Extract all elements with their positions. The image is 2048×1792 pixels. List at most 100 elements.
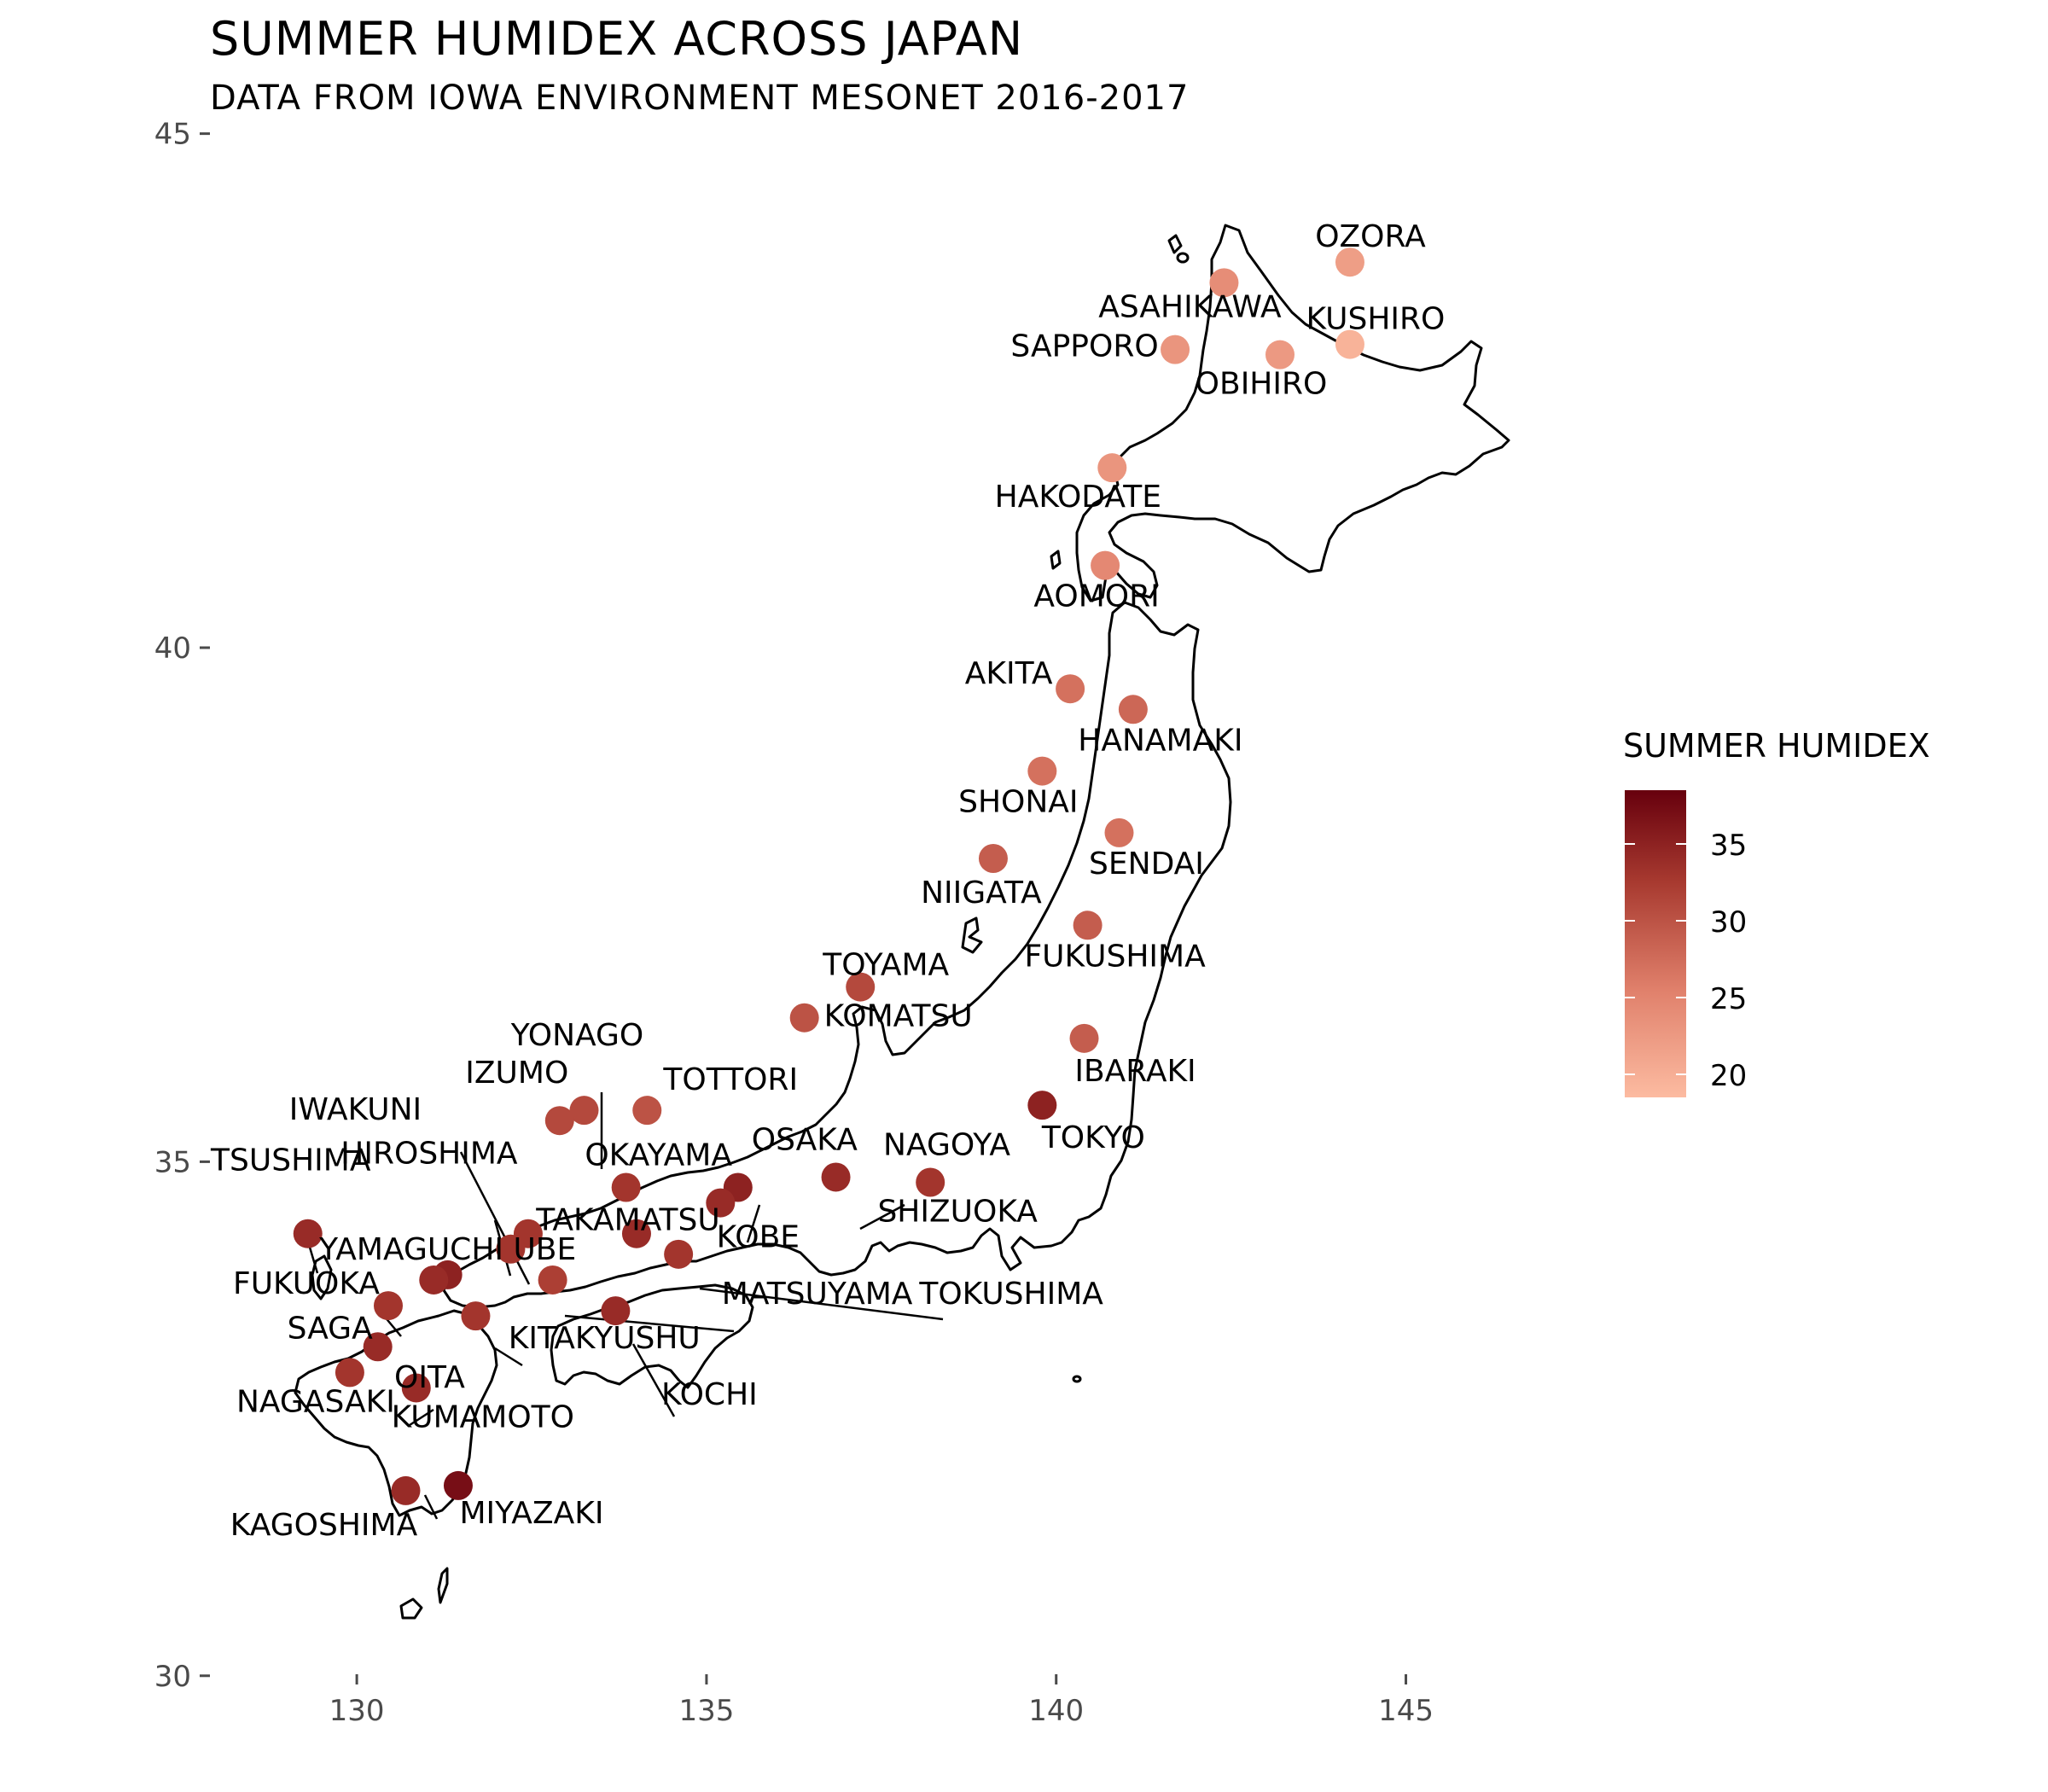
yakushima-island <box>399 1597 423 1620</box>
point-iwakuni <box>496 1234 526 1264</box>
label-fukushima: FUKUSHIMA <box>1024 939 1206 974</box>
chart-subtitle: DATA FROM IOWA ENVIRONMENT MESONET 2016-… <box>210 79 1190 118</box>
izu-island <box>1072 1375 1082 1383</box>
legend-colorbar <box>1625 790 1686 1097</box>
label-yonago: YONAGO <box>510 1018 644 1053</box>
city-labels: OZORA ASAHIKAWA KUSHIRO SAPPORO OBIHIRO HAKOD… <box>210 219 1445 1543</box>
point-ozora <box>1335 247 1364 277</box>
point-akita <box>1056 674 1085 704</box>
point-shonai <box>1027 756 1057 786</box>
point-okayama <box>611 1172 641 1202</box>
x-tick-label: 140 <box>1028 1694 1084 1728</box>
point-izumo <box>544 1106 574 1136</box>
label-aomori: AOMORI <box>1033 579 1159 614</box>
label-toyama: TOYAMA <box>822 948 949 983</box>
leader-kumamoto <box>409 1408 434 1427</box>
label-ozora: OZORA <box>1315 219 1426 254</box>
point-sapporo <box>1161 335 1190 364</box>
hokkaido-outline <box>1075 224 1510 602</box>
point-fukuoka <box>374 1291 403 1321</box>
label-hanamaki: HANAMAKI <box>1078 723 1242 758</box>
label-tottori: TOTTORI <box>662 1062 798 1097</box>
label-nagasaki: NAGASAKI <box>236 1384 395 1419</box>
rishiri-island <box>1167 234 1183 254</box>
label-niigata: NIIGATA <box>921 876 1042 911</box>
point-fukushima <box>1073 911 1103 940</box>
point-nagoya <box>821 1162 851 1192</box>
x-axis: 130 135 140 145 <box>329 1674 1434 1728</box>
point-yonago <box>569 1096 599 1126</box>
y-tick-label: 40 <box>154 631 191 666</box>
point-toyama <box>846 972 876 1002</box>
label-tsushima: TSUSHIMA <box>210 1143 371 1178</box>
label-kumamoto: KUMAMOTO <box>392 1399 574 1434</box>
label-tokyo: TOKYO <box>1041 1120 1145 1155</box>
label-tokushima: TOKUSHIMA <box>918 1277 1103 1312</box>
label-matsuyama: MATSUYAMA <box>722 1277 913 1312</box>
point-tottori <box>632 1096 662 1126</box>
point-tsushima <box>293 1219 323 1248</box>
leader-kochi <box>631 1343 676 1417</box>
tanegashima-island <box>437 1567 449 1604</box>
label-akita: AKITA <box>965 656 1053 691</box>
label-nagoya: NAGOYA <box>883 1127 1010 1162</box>
label-okayama: OKAYAMA <box>585 1138 732 1173</box>
legend: 35 30 25 20 <box>1625 790 1747 1097</box>
label-kochi: KOCHI <box>661 1377 758 1412</box>
kyushu-outline <box>294 1309 498 1517</box>
label-saga: SAGA <box>288 1311 373 1346</box>
leader-osaka <box>746 1204 761 1243</box>
label-fukuoka: FUKUOKA <box>233 1266 380 1301</box>
x-tick-label: 135 <box>678 1694 734 1728</box>
point-aomori <box>1091 550 1120 580</box>
label-ibaraki: IBARAKI <box>1074 1054 1196 1089</box>
label-hiroshima: HIROSHIMA <box>340 1137 518 1172</box>
label-iwakuni: IWAKUNI <box>289 1092 422 1127</box>
point-miyazaki <box>443 1470 473 1500</box>
shikoku-outline <box>550 1283 754 1389</box>
label-shonai: SHONAI <box>958 785 1078 820</box>
leader-nagoya <box>859 1203 905 1231</box>
point-asahikawa <box>1209 268 1239 298</box>
label-kobe: KOBE <box>717 1220 800 1255</box>
y-axis: 30 35 40 45 <box>154 118 210 1694</box>
tsushima-outline <box>311 1254 333 1300</box>
point-niigata <box>978 843 1008 873</box>
y-tick-label: 45 <box>154 118 191 152</box>
data-points <box>293 247 1364 1505</box>
point-shizuoka <box>916 1167 945 1197</box>
point-obihiro <box>1265 340 1295 369</box>
label-sapporo: SAPPORO <box>1010 329 1158 364</box>
label-osaka: OSAKA <box>752 1123 858 1158</box>
japan-coastline <box>294 224 1510 1620</box>
x-tick-label: 130 <box>329 1694 385 1728</box>
point-saga <box>363 1332 393 1362</box>
leader-tokushima <box>699 1287 944 1321</box>
point-ibaraki <box>1069 1023 1099 1053</box>
label-kagoshima: KAGOSHIMA <box>230 1508 418 1543</box>
point-takamatsu <box>621 1219 651 1248</box>
legend-title: SUMMER HUMIDEX <box>1623 727 1930 765</box>
y-tick-label: 35 <box>154 1145 191 1179</box>
rebun-island <box>1176 252 1190 264</box>
label-kushiro: KUSHIRO <box>1306 302 1446 337</box>
point-kagoshima <box>391 1475 421 1505</box>
point-nagasaki <box>335 1358 364 1388</box>
label-izumo: IZUMO <box>465 1056 568 1091</box>
legend-ticks: 35 30 25 20 <box>1625 829 1747 1093</box>
point-sendai <box>1104 817 1134 847</box>
label-shizuoka: SHIZUOKA <box>877 1194 1038 1229</box>
label-sendai: SENDAI <box>1089 847 1204 881</box>
leader-kitakyushu <box>494 1347 523 1367</box>
label-kitakyushu: KITAKYUSHU <box>509 1321 701 1356</box>
label-yamaguchi-ube: YAMAGUCHI UBE <box>318 1232 576 1267</box>
leader-kagoshima <box>423 1494 439 1520</box>
honshu-outline <box>442 601 1232 1309</box>
point-kobe <box>706 1188 736 1218</box>
legend-tick-label: 25 <box>1710 982 1747 1016</box>
leader-iwakuni <box>459 1151 531 1285</box>
point-kitakyushu <box>419 1265 449 1295</box>
point-komatsu <box>789 1003 819 1033</box>
label-komatsu: KOMATSU <box>824 999 973 1034</box>
